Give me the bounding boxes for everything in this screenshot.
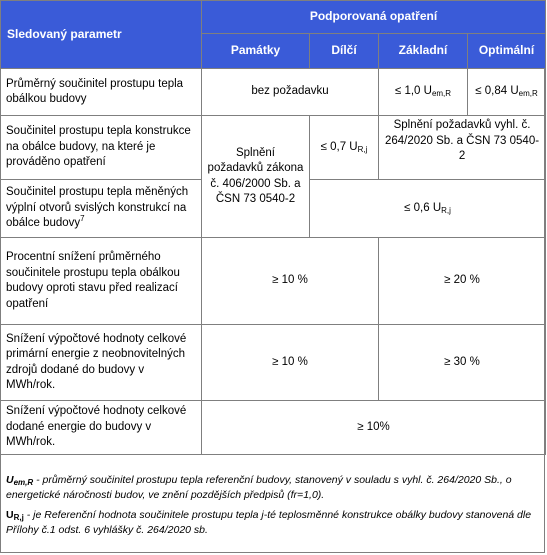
row1-optimalni: ≤ 0,84 Uem,R: [466, 68, 547, 116]
header-group: Podporovaná opatření: [200, 0, 547, 34]
note-urj: UR,j - je Referenční hodnota součinitele…: [6, 508, 541, 537]
row3-label: Součinitel prostupu tepla měněných výpln…: [0, 179, 202, 238]
note-uemr-sym: U: [6, 474, 14, 486]
note-uemr: Uem,R - průměrný součinitel prostupu tep…: [6, 473, 541, 502]
note-urj-sym: U: [6, 509, 14, 521]
row2-dilci-value: ≤ 0,7 U: [320, 140, 358, 153]
row2-pamatky: Splnění požadavků zákona č. 406/2000 Sb.…: [201, 115, 310, 238]
row3-label-text: Součinitel prostupu tepla měněných výpln…: [6, 186, 189, 230]
row4-left: ≥ 10 %: [201, 237, 379, 325]
requirements-table: Sledovaný parametr Podporovaná opatření …: [0, 0, 547, 455]
row3-span-sub: R,j: [441, 205, 451, 215]
note-uemr-sub: em,R: [13, 478, 34, 487]
table-row: Součinitel prostupu tepla měněných výpln…: [0, 179, 547, 238]
table-row: Součinitel prostupu tepla konstrukce na …: [0, 115, 547, 238]
row3-span-value: ≤ 0,6 U: [404, 201, 442, 214]
row6-label: Snížení výpočtové hodnoty celkové dodané…: [0, 400, 202, 455]
row6-all: ≥ 10%: [200, 400, 547, 455]
row2-dilci: ≤ 0,7 UR,j: [309, 115, 379, 180]
header-dilci: Dílčí: [309, 33, 379, 69]
header-pamatky: Památky: [201, 33, 310, 69]
row5-left: ≥ 10 %: [201, 324, 379, 401]
note-urj-symbol: UR,j: [6, 509, 24, 522]
header-param: Sledovaný parametr: [0, 0, 202, 69]
note-uemr-symbol: Uem,R: [6, 474, 34, 487]
row1-zakladni-value: ≤ 1,0 U: [394, 85, 432, 98]
note-urj-text: - je Referenční hodnota součinitele pros…: [6, 509, 532, 536]
row4-right: ≥ 20 %: [377, 237, 547, 325]
header-zakladni: Základní: [378, 33, 468, 69]
table-row: Snížení výpočtové hodnoty celkové primár…: [0, 324, 547, 401]
row1-label: Průměrný součinitel prostupu tepla obálk…: [0, 68, 202, 116]
row5-right: ≥ 30 %: [377, 324, 547, 401]
row1-zakladni-sub: em,R: [431, 89, 452, 99]
row3-span: ≤ 0,6 UR,j: [308, 179, 547, 238]
row3-label-sup: 7: [80, 214, 85, 224]
row5-label: Snížení výpočtové hodnoty celkové primár…: [0, 324, 202, 401]
table-row: Procentní snížení průměrného součinitele…: [0, 237, 547, 325]
table-row: Průměrný součinitel prostupu tepla obálk…: [0, 68, 547, 116]
footnotes: Uem,R - průměrný součinitel prostupu tep…: [6, 473, 541, 543]
row2-span: Splnění požadavků vyhl. č. 264/2020 Sb. …: [377, 115, 547, 180]
note-urj-sub: R,j: [13, 513, 24, 522]
row1-zakladni: ≤ 1,0 Uem,R: [378, 68, 468, 116]
table-row: Snížení výpočtové hodnoty celkové dodané…: [0, 400, 547, 455]
header-optimalni: Optimální: [466, 33, 547, 69]
row1-span: bez požadavku: [201, 68, 379, 116]
row1-optimalni-value: ≤ 0,84 U: [475, 85, 519, 98]
row2-label: Součinitel prostupu tepla konstrukce na …: [0, 115, 202, 180]
note-uemr-text: - průměrný součinitel prostupu tepla ref…: [6, 474, 512, 501]
row1-optimalni-sub: em,R: [518, 89, 538, 99]
row4-label: Procentní snížení průměrného součinitele…: [0, 237, 202, 325]
row2-dilci-sub: R,j: [357, 144, 368, 154]
